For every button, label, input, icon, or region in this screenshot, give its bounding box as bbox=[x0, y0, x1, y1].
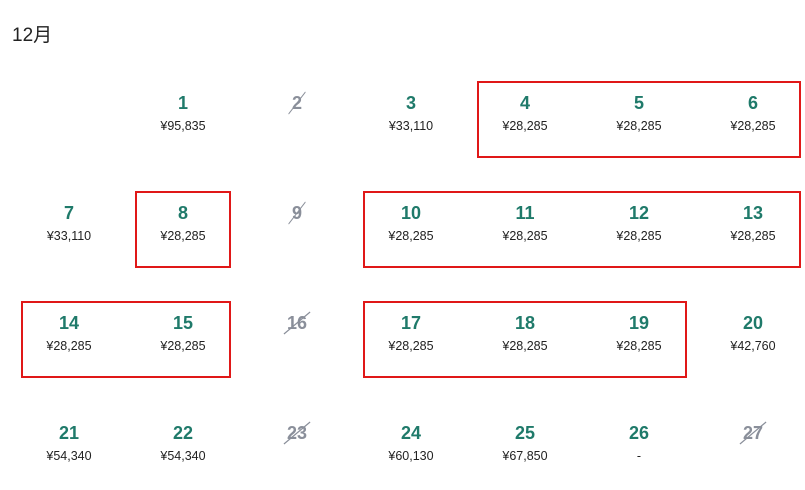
day-price: ¥28,285 bbox=[502, 339, 548, 353]
calendar-day-unavailable: 16 bbox=[240, 310, 354, 380]
calendar-day-unavailable: 9 bbox=[240, 200, 354, 270]
calendar-day-cell[interactable]: 15 ¥28,285 bbox=[126, 310, 240, 380]
day-price: ¥28,285 bbox=[160, 229, 206, 243]
day-number: 8 bbox=[177, 203, 188, 223]
day-number: 16 bbox=[283, 310, 311, 336]
day-price: ¥95,835 bbox=[160, 119, 206, 133]
day-price: ¥28,285 bbox=[388, 339, 434, 353]
strikethrough-slash-icon bbox=[283, 421, 311, 445]
day-price: ¥67,850 bbox=[502, 449, 548, 463]
day-number: 6 bbox=[747, 93, 758, 113]
calendar-day-cell[interactable]: 22 ¥54,340 bbox=[126, 420, 240, 490]
day-price: ¥28,285 bbox=[502, 119, 548, 133]
day-number: 7 bbox=[63, 203, 74, 223]
day-number: 19 bbox=[628, 313, 650, 333]
day-price: ¥28,285 bbox=[160, 339, 206, 353]
strikethrough-slash-icon bbox=[288, 201, 306, 225]
calendar-day-cell[interactable]: 20 ¥42,760 bbox=[696, 310, 805, 380]
day-number: 13 bbox=[742, 203, 764, 223]
day-price: ¥60,130 bbox=[388, 449, 434, 463]
day-number: 9 bbox=[288, 200, 306, 226]
strikethrough-slash-icon bbox=[739, 421, 767, 445]
day-price: ¥28,285 bbox=[616, 119, 662, 133]
month-title: 12月 bbox=[12, 25, 53, 46]
day-price: ¥28,285 bbox=[730, 229, 776, 243]
calendar-day-unavailable: 27 bbox=[696, 420, 805, 490]
calendar-day-cell[interactable]: 7 ¥33,110 bbox=[12, 200, 126, 270]
day-price: ¥54,340 bbox=[46, 449, 92, 463]
day-number: 10 bbox=[400, 203, 422, 223]
calendar-day-unavailable: 2 bbox=[240, 90, 354, 160]
day-number: 18 bbox=[514, 313, 536, 333]
day-number: 14 bbox=[58, 313, 80, 333]
day-price: ¥33,110 bbox=[388, 119, 434, 133]
day-price: ¥28,285 bbox=[46, 339, 92, 353]
day-number: 26 bbox=[628, 423, 650, 443]
calendar-day-cell[interactable]: 12 ¥28,285 bbox=[582, 200, 696, 270]
day-number: 15 bbox=[172, 313, 194, 333]
calendar-day-cell[interactable]: 3 ¥33,110 bbox=[354, 90, 468, 160]
day-price: ¥33,110 bbox=[46, 229, 92, 243]
calendar-day-cell[interactable]: 17 ¥28,285 bbox=[354, 310, 468, 380]
calendar-day-cell[interactable]: 8 ¥28,285 bbox=[126, 200, 240, 270]
day-number: 22 bbox=[172, 423, 194, 443]
day-number: 23 bbox=[283, 420, 311, 446]
day-price: ¥28,285 bbox=[616, 229, 662, 243]
calendar-day-cell[interactable]: 6 ¥28,285 bbox=[696, 90, 805, 160]
day-number: 11 bbox=[515, 203, 535, 223]
strikethrough-slash-icon bbox=[283, 311, 311, 335]
day-number: 3 bbox=[405, 93, 416, 113]
day-price: ¥28,285 bbox=[502, 229, 548, 243]
day-number: 24 bbox=[400, 423, 422, 443]
calendar-grid: 1 ¥95,835 2 3 ¥33,110 4 ¥28,285 5 ¥28,285 6 ¥28,28… bbox=[12, 81, 805, 490]
day-price: ¥28,285 bbox=[388, 229, 434, 243]
calendar-day-cell[interactable]: 13 ¥28,285 bbox=[696, 200, 805, 270]
day-number: 1 bbox=[177, 93, 188, 113]
calendar-day-cell[interactable]: 24 ¥60,130 bbox=[354, 420, 468, 490]
day-number: 17 bbox=[400, 313, 422, 333]
calendar-day-cell[interactable]: 11 ¥28,285 bbox=[468, 200, 582, 270]
day-price: ¥42,760 bbox=[730, 339, 776, 353]
day-number: 27 bbox=[739, 420, 767, 446]
calendar-day-cell[interactable]: 18 ¥28,285 bbox=[468, 310, 582, 380]
calendar-day-cell[interactable]: 25 ¥67,850 bbox=[468, 420, 582, 490]
calendar-day-cell[interactable]: 21 ¥54,340 bbox=[12, 420, 126, 490]
day-price: ¥28,285 bbox=[730, 119, 776, 133]
day-number: 4 bbox=[519, 93, 530, 113]
day-number: 21 bbox=[58, 423, 80, 443]
strikethrough-slash-icon bbox=[288, 91, 306, 115]
day-number: 2 bbox=[288, 90, 306, 116]
day-price: - bbox=[636, 449, 642, 463]
calendar-day-unavailable: 23 bbox=[240, 420, 354, 490]
day-price: ¥28,285 bbox=[616, 339, 662, 353]
calendar-day-cell[interactable]: 1 ¥95,835 bbox=[126, 90, 240, 160]
calendar-day-cell[interactable]: 4 ¥28,285 bbox=[468, 90, 582, 160]
calendar-day-cell[interactable]: 26 - bbox=[582, 420, 696, 490]
calendar-day-cell[interactable]: 5 ¥28,285 bbox=[582, 90, 696, 160]
calendar-day-cell[interactable]: 19 ¥28,285 bbox=[582, 310, 696, 380]
calendar-day-cell[interactable]: 10 ¥28,285 bbox=[354, 200, 468, 270]
day-number: 25 bbox=[514, 423, 536, 443]
day-price: ¥54,340 bbox=[160, 449, 206, 463]
calendar-day-cell[interactable]: 14 ¥28,285 bbox=[12, 310, 126, 380]
day-number: 12 bbox=[628, 203, 650, 223]
day-number: 20 bbox=[742, 313, 764, 333]
day-number: 5 bbox=[633, 93, 644, 113]
